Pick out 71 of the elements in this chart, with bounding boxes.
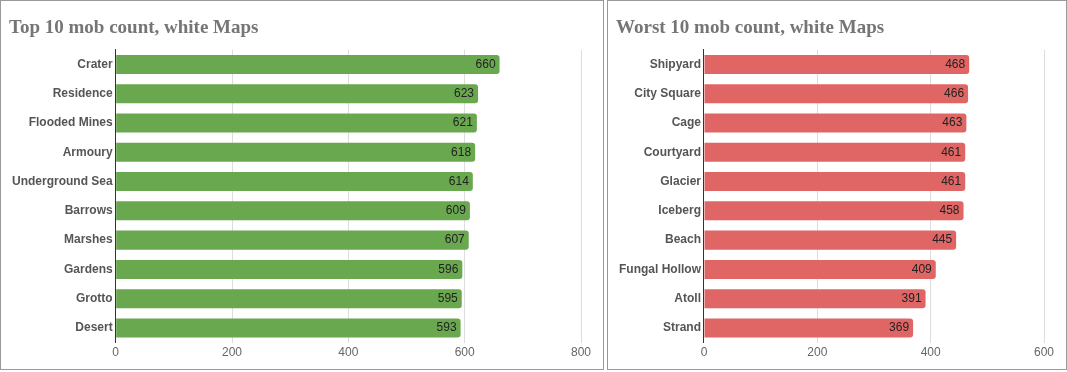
bar: [704, 172, 966, 192]
data-label: 409: [911, 261, 933, 276]
x-tick-label: 200: [807, 345, 828, 360]
y-tick-label: Marshes: [63, 232, 113, 247]
x-tick-label: 0: [112, 345, 120, 360]
y-tick-label: Barrows: [64, 203, 113, 218]
bar: [704, 230, 957, 250]
y-tick-label: Desert: [75, 320, 113, 335]
y-tick-label: Crater: [77, 56, 113, 71]
data-label: 391: [901, 290, 922, 305]
bar: [704, 318, 914, 338]
x-tick-label: 400: [338, 345, 359, 360]
y-tick-label: Armoury: [62, 144, 113, 159]
bar: [704, 289, 926, 309]
data-label: 463: [942, 115, 963, 130]
data-label: 466: [944, 86, 965, 101]
y-tick-label: Grotto: [76, 290, 113, 305]
bar: [704, 259, 936, 279]
y-tick-label: Fungal Hollow: [618, 261, 702, 276]
y-tick-label: Glacier: [660, 173, 702, 188]
y-tick-label: Strand: [662, 320, 701, 335]
data-label: 595: [437, 290, 459, 305]
data-label: 596: [438, 261, 459, 276]
data-label: 461: [941, 173, 962, 188]
y-tick-label: Underground Sea: [11, 173, 113, 188]
y-tick-label: Cage: [671, 115, 702, 130]
y-tick-label: Flooded Mines: [28, 115, 113, 130]
y-tick-label: Shipyard: [649, 56, 701, 71]
x-tick-label: 600: [454, 345, 475, 360]
chart-title: Worst 10 mob count, white Maps: [616, 16, 885, 38]
data-label: 621: [452, 115, 474, 130]
bar: [116, 54, 500, 74]
y-tick-label: Residence: [52, 86, 113, 101]
bar: [116, 230, 469, 250]
bar: [704, 142, 966, 162]
x-tick-label: 600: [1033, 345, 1055, 360]
bar: [116, 84, 479, 104]
bar: [116, 172, 473, 192]
data-label: 445: [932, 232, 953, 247]
data-label: 609: [445, 203, 467, 218]
data-label: 458: [939, 203, 960, 218]
data-label: 607: [444, 232, 466, 247]
bar: [116, 201, 470, 221]
bar: [704, 201, 964, 221]
data-label: 618: [451, 144, 472, 159]
y-tick-label: Iceberg: [658, 203, 701, 218]
bar: [116, 113, 477, 133]
x-tick-label: 200: [221, 345, 243, 360]
x-tick-label: 0: [700, 345, 708, 360]
data-label: 614: [448, 173, 470, 188]
bar: [704, 113, 967, 133]
x-tick-label: 400: [920, 345, 941, 360]
data-label: 461: [941, 144, 962, 159]
bar: [704, 84, 969, 104]
data-label: 369: [889, 320, 910, 335]
y-tick-label: Courtyard: [643, 144, 701, 159]
x-tick-label: 800: [570, 345, 592, 360]
y-tick-label: City Square: [634, 86, 702, 101]
bar: [704, 54, 970, 74]
data-label: 468: [945, 56, 966, 71]
y-tick-label: Gardens: [63, 261, 113, 276]
y-tick-label: Beach: [664, 232, 701, 247]
data-label: 660: [475, 56, 496, 71]
bar: [116, 259, 463, 279]
y-tick-label: Atoll: [674, 290, 701, 305]
chart-title: Top 10 mob count, white Maps: [9, 16, 259, 38]
bar: [116, 318, 461, 338]
data-label: 623: [454, 86, 475, 101]
bar: [116, 289, 462, 309]
data-label: 593: [436, 320, 457, 335]
bar: [116, 142, 476, 162]
